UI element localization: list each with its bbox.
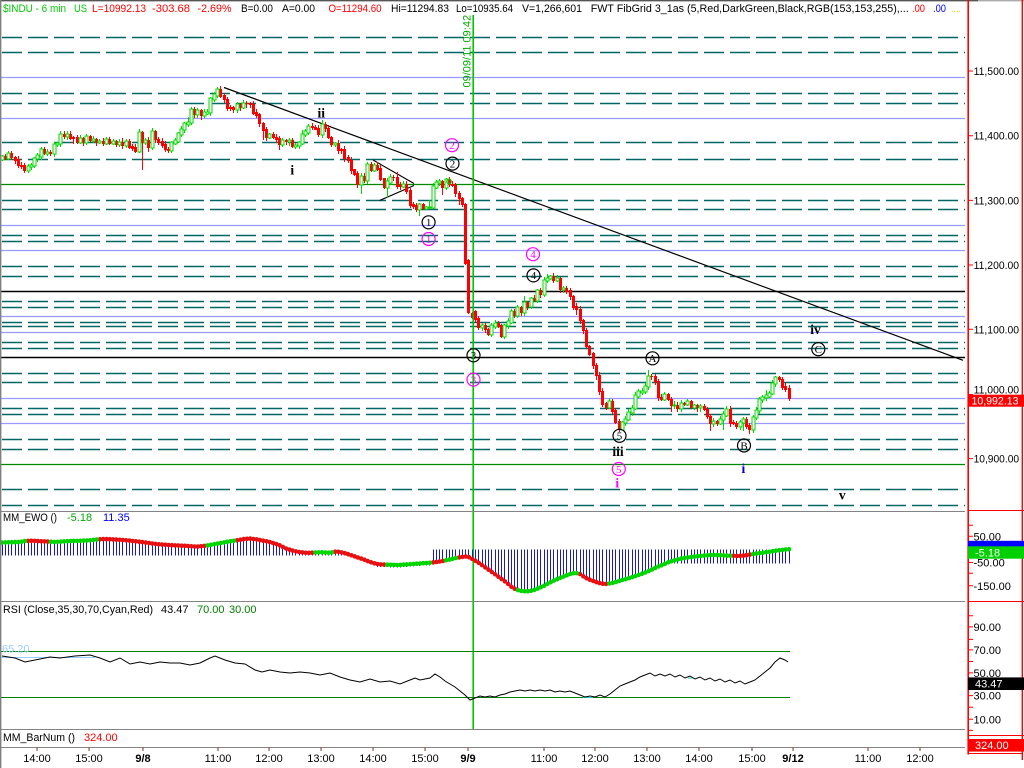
svg-text:10,992.13: 10,992.13 (972, 395, 1019, 407)
svg-text:$INDU - 6 min: $INDU - 6 min (3, 3, 66, 15)
svg-text:i: i (615, 475, 619, 490)
svg-text:-50.00: -50.00 (974, 558, 1005, 570)
svg-text:11,000.00: 11,000.00 (974, 385, 1020, 397)
svg-text:FWT FibGrid 3_1as (5,Red,DarkG: FWT FibGrid 3_1as (5,Red,DarkGreen,Black… (591, 3, 909, 15)
svg-text:30.00: 30.00 (974, 691, 1002, 703)
svg-text:11,100.00: 11,100.00 (974, 324, 1020, 336)
svg-text:US: US (74, 3, 87, 15)
svg-text:9/12: 9/12 (782, 753, 803, 765)
svg-text:43.47: 43.47 (161, 604, 189, 616)
svg-text:15:00: 15:00 (738, 753, 766, 765)
svg-text:B=0.00: B=0.00 (241, 3, 273, 15)
svg-text:Lo=10935.64: Lo=10935.64 (456, 3, 513, 15)
svg-text:30.00: 30.00 (229, 604, 257, 616)
svg-text:11:00: 11:00 (205, 753, 232, 765)
svg-text:Hi=11294.83: Hi=11294.83 (391, 3, 449, 15)
svg-text:11,200.00: 11,200.00 (974, 260, 1020, 272)
svg-text:....: .... (951, 3, 961, 15)
svg-text:iv: iv (810, 322, 821, 337)
svg-text:11,400.00: 11,400.00 (974, 131, 1020, 143)
svg-text:10,900.00: 10,900.00 (974, 454, 1020, 466)
svg-text:70.00: 70.00 (197, 604, 225, 616)
svg-text:4: 4 (531, 270, 537, 282)
svg-text:2: 2 (449, 140, 455, 152)
svg-text:1: 1 (426, 217, 432, 229)
svg-text:.00: .00 (912, 3, 925, 15)
svg-text:-303.68: -303.68 (152, 3, 190, 15)
svg-text:A: A (649, 353, 657, 365)
svg-text:L=10992.13: L=10992.13 (92, 3, 146, 15)
svg-text:14:00: 14:00 (685, 753, 713, 765)
svg-text:A=0.00: A=0.00 (282, 3, 315, 15)
svg-text:9/9: 9/9 (460, 753, 475, 765)
svg-text:5: 5 (616, 464, 622, 476)
svg-text:-150.00: -150.00 (974, 581, 1011, 593)
svg-text:3: 3 (471, 374, 477, 386)
svg-text:09/09/11 09:42: 09/09/11 09:42 (462, 15, 474, 88)
svg-text:13:00: 13:00 (633, 753, 661, 765)
svg-text:12:00: 12:00 (255, 753, 283, 765)
svg-text:11:00: 11:00 (855, 753, 882, 765)
svg-text:4: 4 (530, 249, 536, 261)
svg-text:11,500.00: 11,500.00 (974, 66, 1020, 78)
svg-text:11.35: 11.35 (103, 512, 130, 524)
svg-text:70.00: 70.00 (974, 645, 1002, 657)
svg-text:15:00: 15:00 (411, 753, 439, 765)
svg-text:1: 1 (426, 234, 432, 246)
svg-text:MM_BarNum (): MM_BarNum () (3, 732, 75, 744)
svg-text:iii: iii (612, 444, 624, 459)
svg-text:90.00: 90.00 (974, 622, 1002, 634)
svg-text:324.00: 324.00 (84, 732, 118, 744)
svg-text:324.00: 324.00 (975, 740, 1009, 752)
svg-text:MM_EWO (): MM_EWO () (3, 512, 57, 524)
svg-text:-5.18: -5.18 (67, 512, 92, 524)
svg-text:O=11294.60: O=11294.60 (329, 3, 382, 15)
svg-text:5: 5 (617, 431, 623, 443)
svg-text:ii: ii (318, 106, 326, 121)
svg-text:RSI (Close,35,30,70,Cyan,Red): RSI (Close,35,30,70,Cyan,Red) (3, 604, 153, 616)
svg-text:3: 3 (471, 350, 477, 362)
svg-text:50.00: 50.00 (974, 668, 1002, 680)
svg-text:11,300.00: 11,300.00 (974, 195, 1020, 207)
svg-text:9/8: 9/8 (135, 753, 150, 765)
svg-text:V=1,266,601: V=1,266,601 (522, 3, 582, 15)
svg-text:-5.18: -5.18 (975, 547, 1000, 559)
svg-text:13:00: 13:00 (307, 753, 335, 765)
svg-text:2: 2 (450, 158, 456, 170)
svg-text:12:00: 12:00 (906, 753, 934, 765)
svg-text:i: i (742, 461, 746, 476)
svg-text:11:00: 11:00 (531, 753, 558, 765)
svg-text:C: C (815, 344, 822, 356)
svg-text:i: i (290, 163, 294, 178)
svg-text:v: v (839, 488, 846, 503)
svg-text:12:00: 12:00 (581, 753, 609, 765)
svg-text:14:00: 14:00 (359, 753, 387, 765)
svg-text:15:00: 15:00 (75, 753, 103, 765)
svg-text:65.20: 65.20 (2, 644, 30, 656)
svg-text:.00: .00 (933, 3, 946, 15)
svg-text:50.00: 50.00 (974, 531, 1002, 543)
svg-text:B: B (740, 440, 747, 452)
svg-text:43.47: 43.47 (975, 679, 1003, 691)
svg-text:10.00: 10.00 (974, 714, 1002, 726)
svg-text:14:00: 14:00 (23, 753, 51, 765)
svg-text:-2.69%: -2.69% (198, 3, 232, 15)
